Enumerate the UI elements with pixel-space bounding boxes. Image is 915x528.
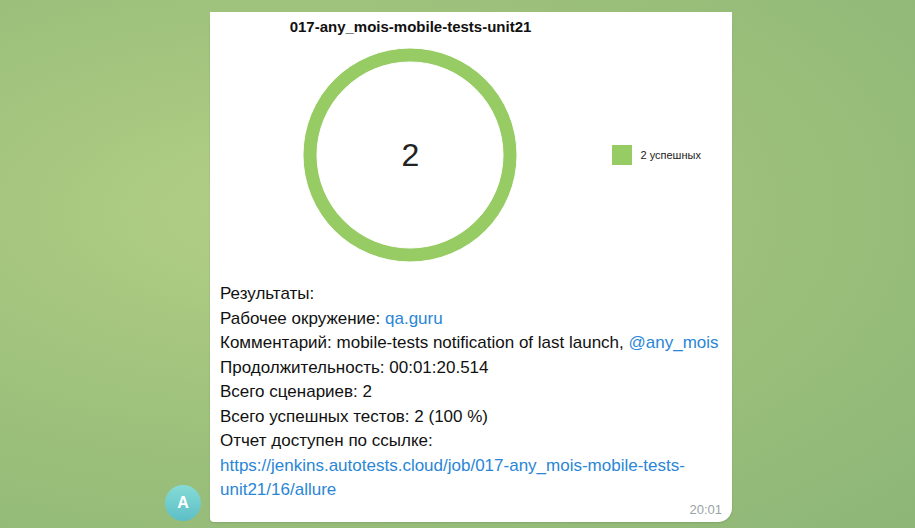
html-text:Отчет доступен по ссылке:: Отчет доступен по ссылке: — [220, 431, 433, 450]
html-text:https://jenkins.autotests.clou: https://jenkins.autotests.cloud/job/017-… — [220, 455, 685, 499]
html-text:20:01: 20:01 — [689, 502, 722, 517]
svg-text:017-any_mois-mobile-tests-unit: 017-any_mois-mobile-tests-unit21 — [290, 18, 532, 35]
svg-text:2 успешных: 2 успешных — [641, 149, 702, 161]
html-text:A: A — [177, 494, 189, 511]
html-text:Рабочее окружение: qa.guru: Рабочее окружение: qa.guru — [220, 308, 443, 328]
html-text:Всего успешных тестов: 2 (100: Всего успешных тестов: 2 (100 %) — [220, 406, 488, 426]
html-text:Результаты:: Результаты: — [220, 284, 315, 303]
html-text:Продолжительность: 00:01:20.51: Продолжительность: 00:01:20.514 — [220, 357, 489, 377]
svg-text:2: 2 — [402, 137, 420, 173]
html-text:Комментарий: mobile-tests noti: Комментарий: mobile-tests notification o… — [220, 333, 719, 352]
html-text:Всего сценариев: 2: Всего сценариев: 2 — [220, 382, 372, 401]
